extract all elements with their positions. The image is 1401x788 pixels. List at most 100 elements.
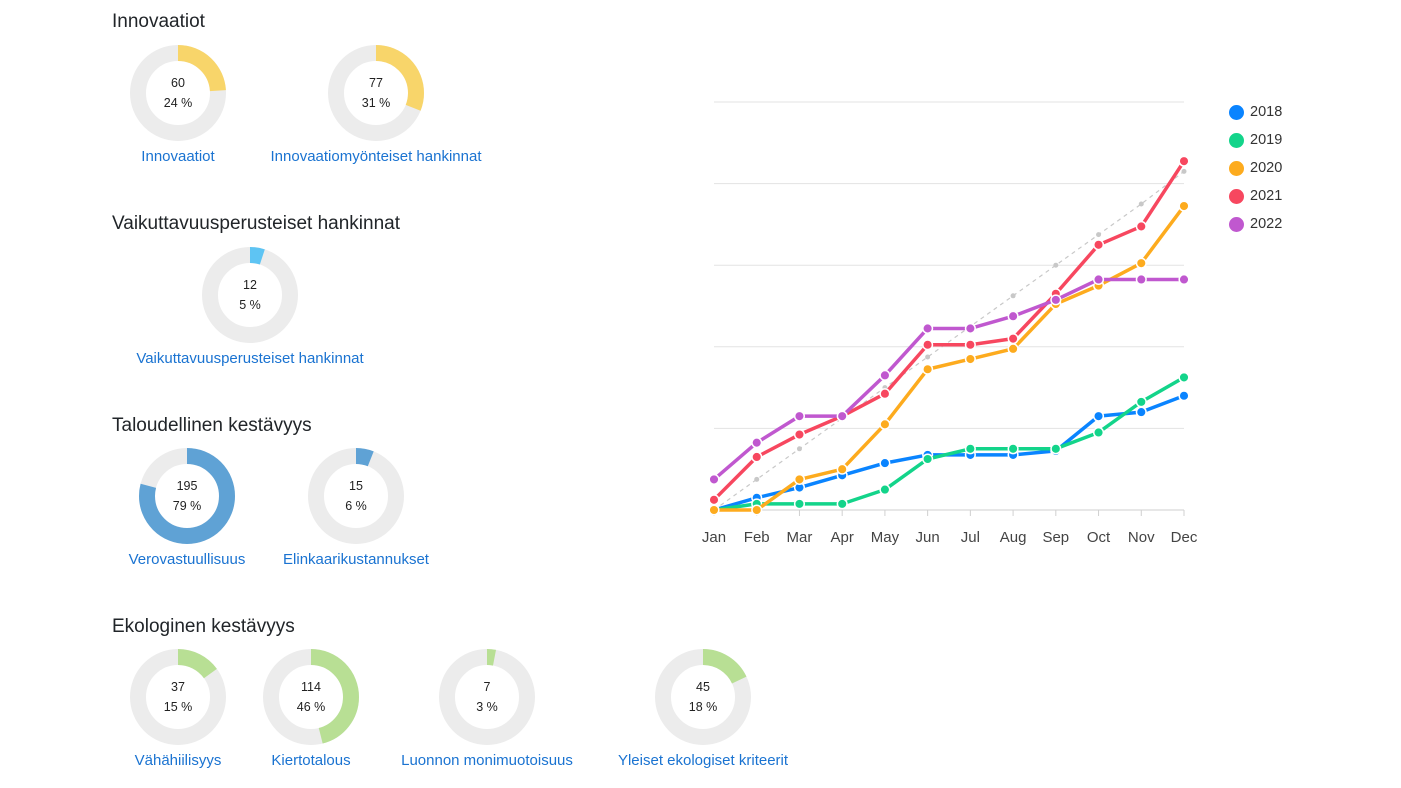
donut-link-elinkaarikustannukset[interactable]: Elinkaarikustannukset — [283, 551, 429, 568]
donut-count: 37 — [171, 680, 185, 694]
x-tick-label: Apr — [831, 529, 854, 546]
series-point-2020[interactable] — [1135, 257, 1147, 269]
donut-link-luonnon-monimuotoisuus[interactable]: Luonnon monimuotoisuus — [401, 752, 573, 769]
donut-svg — [655, 649, 751, 745]
donut-elinkaarikustannukset: 15 6 % Elinkaarikustannukset — [283, 448, 429, 583]
series-point-2019[interactable] — [879, 484, 891, 496]
donut-fill — [130, 45, 226, 141]
donut-verovastuullisuus: 195 79 % Verovastuullisuus — [122, 448, 252, 583]
series-point-2019[interactable] — [922, 453, 934, 465]
donut-vahahiilisyys: 37 15 % Vähähiilisyys — [113, 649, 243, 784]
series-point-2019[interactable] — [1178, 371, 1190, 383]
series-point-2019[interactable] — [1135, 396, 1147, 408]
legend-label: 2021 — [1250, 188, 1283, 204]
x-tick-label: May — [871, 529, 900, 546]
donut-svg — [439, 649, 535, 745]
donut-ring: 12 5 % — [202, 247, 298, 343]
series-point-2019[interactable] — [836, 498, 848, 510]
series-point-2021[interactable] — [751, 451, 763, 463]
series-point-2022[interactable] — [1050, 294, 1062, 306]
series-point-2020[interactable] — [964, 353, 976, 365]
series-point-2021[interactable] — [964, 339, 976, 351]
x-tick-label: Mar — [787, 529, 813, 546]
series-point-2019[interactable] — [793, 498, 806, 510]
donut-count: 12 — [243, 278, 257, 292]
legend-label: 2022 — [1250, 216, 1283, 232]
donut-link-innovaatiomyonteiset-hankinnat[interactable]: Innovaatiomyönteiset hankinnat — [270, 148, 482, 165]
series-line-2019 — [713, 375, 1185, 512]
series-point-2019[interactable] — [1050, 443, 1062, 455]
series-point-2020[interactable] — [751, 504, 763, 516]
series-point-2022[interactable] — [1007, 310, 1019, 322]
donut-fill — [439, 649, 535, 745]
series-point-2022[interactable] — [793, 410, 806, 422]
series-point-2018[interactable] — [879, 457, 891, 469]
donut-count: 7 — [483, 680, 491, 694]
series-point-2021[interactable] — [879, 388, 891, 400]
series-point-2022[interactable] — [1178, 273, 1190, 286]
legend-item-2022[interactable]: 2022 — [1229, 210, 1282, 238]
series-point-2020[interactable] — [1007, 343, 1019, 355]
donut-fill — [139, 448, 235, 544]
series-point-2020[interactable] — [793, 473, 806, 485]
legend-item-2021[interactable]: 2021 — [1229, 182, 1282, 210]
donut-fill — [263, 649, 359, 745]
donut-link-kiertotalous[interactable]: Kiertotalous — [271, 752, 351, 769]
series-line-2022 — [712, 277, 1184, 481]
reference-point — [1096, 232, 1102, 238]
series-point-2022[interactable] — [751, 437, 763, 449]
series-point-2020[interactable] — [836, 463, 848, 475]
series-point-2018[interactable] — [1178, 390, 1190, 402]
series-point-2022[interactable] — [879, 369, 891, 381]
series-point-2022[interactable] — [1092, 273, 1105, 286]
series-point-2021[interactable] — [1007, 333, 1019, 345]
donut-link-verovastuullisuus[interactable]: Verovastuullisuus — [128, 551, 246, 568]
donut-percent: 79 % — [172, 499, 202, 513]
series-point-2022[interactable] — [922, 322, 934, 334]
donut-percent: 18 % — [688, 700, 718, 714]
series-point-2021[interactable] — [1135, 220, 1147, 232]
series-point-2020[interactable] — [1178, 200, 1190, 212]
donut-fill — [655, 649, 751, 745]
series-point-2020[interactable] — [879, 418, 891, 430]
donut-percent: 3 % — [476, 700, 498, 714]
legend-item-2020[interactable]: 2020 — [1229, 154, 1282, 182]
series-point-2018[interactable] — [1092, 410, 1105, 422]
series-point-2021[interactable] — [708, 494, 720, 506]
x-tick-label: Dec — [1171, 529, 1198, 546]
donut-link-vahahiilisyys[interactable]: Vähähiilisyys — [134, 752, 222, 769]
donut-ring: 15 6 % — [308, 448, 404, 544]
series-point-2022[interactable] — [1135, 273, 1147, 286]
section-title-innovaatiot: Innovaatiot — [112, 11, 205, 32]
donut-link-vaikuttavuusperusteiset-hankinnat[interactable]: Vaikuttavuusperusteiset hankinnat — [136, 350, 364, 367]
series-point-2020[interactable] — [922, 363, 934, 375]
series-point-2021[interactable] — [922, 339, 934, 351]
donut-link-innovaatiot[interactable]: Innovaatiot — [141, 148, 215, 165]
series-point-2022[interactable] — [836, 410, 848, 422]
donut-svg — [130, 649, 226, 745]
donut-percent: 31 % — [361, 96, 391, 110]
series-point-2021[interactable] — [1092, 239, 1105, 251]
series-point-2022[interactable] — [964, 322, 976, 334]
series-point-2018[interactable] — [1135, 406, 1147, 418]
donut-count: 15 — [349, 479, 363, 493]
donut-ring: 60 24 % — [130, 45, 226, 141]
donut-fill — [130, 649, 226, 745]
donut-percent: 46 % — [296, 700, 326, 714]
series-point-2021[interactable] — [793, 428, 806, 441]
legend-swatch — [1229, 188, 1244, 204]
series-point-2019[interactable] — [964, 443, 976, 455]
series-point-2019[interactable] — [1007, 443, 1019, 455]
section-title-vaikuttavuusperusteiset: Vaikuttavuusperusteiset hankinnat — [112, 213, 400, 234]
series-point-2019[interactable] — [1092, 426, 1105, 439]
series-point-2020[interactable] — [708, 504, 720, 516]
x-tick-label: Jul — [961, 529, 980, 546]
donut-link-yleiset-ekologiset-kriteerit[interactable]: Yleiset ekologiset kriteerit — [617, 752, 789, 769]
legend-item-2018[interactable]: 2018 — [1229, 98, 1282, 126]
x-tick-label: Feb — [744, 529, 770, 546]
series-point-2021[interactable] — [1178, 155, 1190, 167]
donut-count: 45 — [696, 680, 710, 694]
legend-item-2019[interactable]: 2019 — [1229, 126, 1282, 154]
series-point-2022[interactable] — [708, 473, 720, 485]
reference-point — [796, 446, 802, 452]
